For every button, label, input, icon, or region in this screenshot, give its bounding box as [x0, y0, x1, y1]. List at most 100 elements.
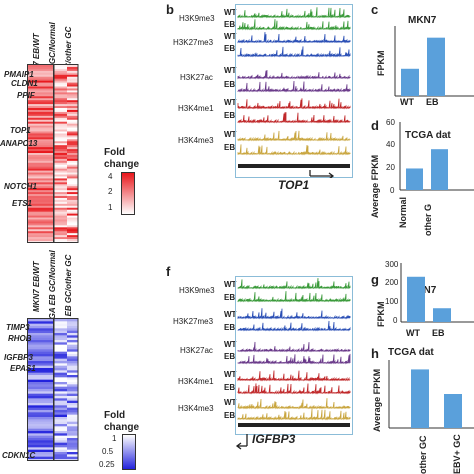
heatmap-cell	[67, 326, 78, 329]
heatmap-cell	[28, 229, 53, 232]
heatmap-cell	[28, 143, 53, 146]
heatmap-cell	[28, 211, 53, 214]
heatmap-cell	[54, 321, 67, 324]
heatmap-cell	[28, 66, 53, 70]
signal-track	[237, 32, 351, 44]
heatmap-cell	[67, 435, 78, 439]
heatmap-cell	[67, 109, 78, 113]
bottom-legend-colorbar	[122, 434, 136, 470]
heatmap-cell	[54, 361, 67, 364]
heatmap-cell	[67, 358, 78, 362]
heatmap-cell	[67, 86, 78, 89]
heatmap-cell	[28, 414, 53, 418]
heatmap-cell	[67, 197, 78, 201]
heatmap-cell	[28, 442, 53, 446]
bar-other-gc	[411, 369, 429, 428]
heatmap-cell	[28, 231, 53, 234]
heatmap-cell	[67, 84, 78, 87]
heatmap-cell	[28, 68, 53, 72]
heatmap-cell	[67, 319, 78, 322]
heatmap-cell	[67, 382, 78, 385]
heatmap-cell	[54, 379, 67, 383]
heatmap-cell	[28, 86, 53, 89]
heatmap-cell	[28, 209, 53, 212]
heatmap-cell	[67, 88, 78, 91]
heatmap-cell	[28, 201, 53, 205]
heatmap-cell	[67, 213, 78, 216]
heatmap-cell	[67, 123, 78, 126]
heatmap-cell	[28, 145, 53, 148]
heatmap-cell	[54, 354, 67, 357]
signal-track	[237, 278, 351, 290]
heatmap-cell	[28, 389, 53, 392]
heatmap-cell	[54, 424, 67, 427]
heatmap-cell	[67, 162, 78, 166]
heatmap-cell	[28, 186, 53, 189]
heatmap-cell	[67, 151, 78, 154]
signal-track	[237, 398, 351, 410]
heatmap-cell	[67, 147, 78, 150]
heatmap-cell	[54, 335, 67, 338]
heatmap-cell	[28, 151, 53, 154]
track-mark-h3k27me3: H3K27me3	[173, 317, 214, 326]
heatmap-cell	[67, 125, 78, 128]
heatmap-cell	[28, 213, 53, 216]
heatmap-cell	[28, 398, 53, 401]
heatmap-cell	[54, 137, 67, 140]
heatmap-cell	[67, 235, 78, 238]
heatmap-cell	[67, 145, 78, 148]
heatmap-cell	[67, 219, 78, 222]
heatmap-cell	[67, 108, 78, 111]
heatmap-cell	[28, 94, 53, 97]
heatmap-cell	[28, 403, 53, 406]
track-sample-wt: WT	[224, 8, 237, 17]
heatmap-cell	[67, 414, 78, 418]
heatmap-cell	[67, 354, 78, 357]
heatmap-cell	[54, 203, 67, 207]
heatmap-cell	[67, 431, 78, 434]
heatmap-cell	[54, 84, 67, 87]
heatmap-cell	[67, 72, 78, 76]
heatmap-cell	[54, 108, 67, 111]
chart-d-xtick-normal: Normal	[398, 196, 408, 228]
heatmap-cell	[28, 219, 53, 222]
heatmap-cell	[54, 337, 67, 341]
heatmap-cell	[67, 217, 78, 220]
track-mark-h3k27ac: H3K27ac	[180, 73, 213, 82]
heatmap-cell	[67, 233, 78, 236]
signal-track	[237, 409, 351, 421]
heatmap-cell	[54, 377, 67, 380]
bottom-legend-title-2: change	[104, 422, 140, 433]
signal-track	[237, 98, 351, 110]
heatmap-cell	[67, 361, 78, 364]
heatmap-cell	[54, 421, 67, 425]
bottom-legend-tick-05: 0.5	[102, 447, 114, 456]
gene-label-ppif: PPIF	[17, 91, 35, 100]
heatmap-cell	[54, 382, 67, 385]
heatmap-cell	[67, 115, 78, 119]
heatmap-cell	[54, 102, 67, 105]
heatmap-cell	[28, 139, 53, 142]
heatmap-cell	[28, 184, 53, 187]
chart-d-ytick-60: 60	[386, 118, 395, 127]
signal-track	[237, 144, 351, 156]
heatmap-cell	[28, 393, 53, 397]
heatmap-cell	[54, 86, 67, 89]
heatmap-cell	[28, 160, 53, 164]
heatmap-cell	[54, 219, 67, 222]
heatmap-cell	[28, 375, 53, 378]
heatmap-cell	[54, 92, 67, 95]
gene-label-rhob: RHOB	[8, 334, 32, 343]
heatmap-cell	[28, 156, 53, 160]
heatmap-cell	[28, 365, 53, 369]
heatmap-cell	[67, 209, 78, 212]
heatmap-cell	[28, 225, 53, 228]
heatmap-cell	[28, 196, 53, 199]
heatmap-cell	[67, 131, 78, 134]
track-sample-eb: EB	[224, 293, 236, 302]
heatmap-cell	[28, 72, 53, 76]
panel-label-d: d	[371, 118, 379, 133]
heatmap-cell	[28, 449, 53, 453]
heatmap-cell	[67, 174, 78, 177]
heatmap-cell	[54, 172, 67, 175]
